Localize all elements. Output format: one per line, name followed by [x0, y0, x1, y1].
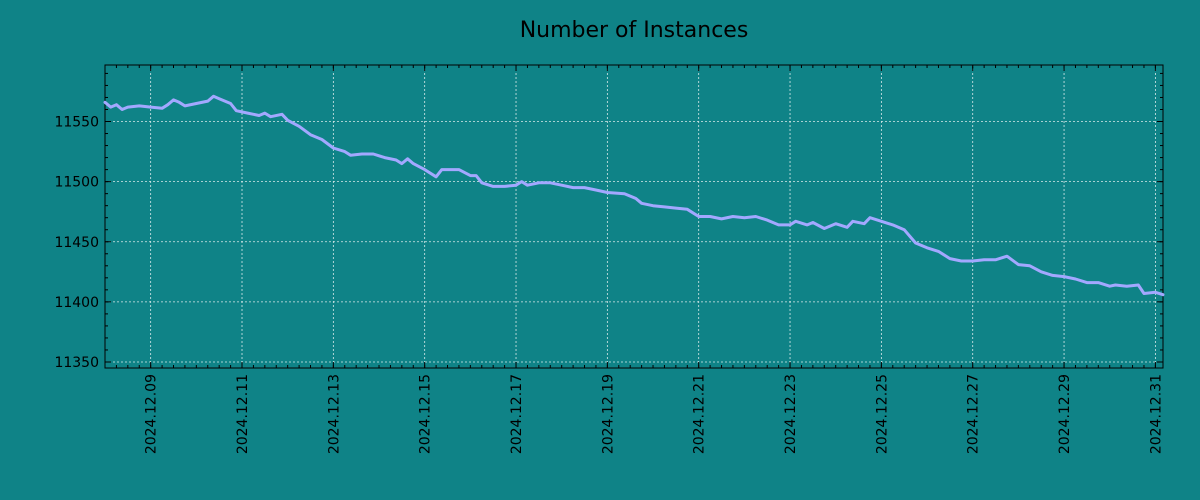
y-tick-label: 11550 — [54, 115, 99, 131]
x-tick-label: 2024.12.19 — [600, 374, 616, 454]
x-tick-labels: 2024.12.09 2024.12.11 2024.12.13 2024.12.15… — [144, 374, 1165, 454]
y-tick-label: 11350 — [54, 355, 99, 371]
chart-title: Number of Instances — [520, 18, 749, 43]
x-tick-label: 2024.12.17 — [509, 374, 525, 454]
y-tick-label: 11400 — [54, 295, 99, 311]
y-tick-labels: 11350 11400 11450 11500 11550 — [54, 115, 99, 371]
x-tick-label: 2024.12.11 — [235, 374, 251, 454]
x-tick-label: 2024.12.21 — [692, 374, 708, 454]
x-tick-label: 2024.12.29 — [1057, 374, 1073, 454]
series-layer — [103, 94, 1165, 297]
x-tick-label: 2024.12.23 — [783, 374, 799, 454]
plot-frame — [104, 64, 1164, 369]
x-tick-label: 2024.12.25 — [874, 374, 890, 454]
y-tick-label: 11450 — [54, 235, 99, 251]
x-tick-label: 2024.12.13 — [326, 374, 342, 454]
x-tick-label: 2024.12.15 — [418, 374, 434, 454]
series-line — [103, 94, 1165, 297]
x-tick-label: 2024.12.27 — [966, 374, 982, 454]
grid-lines — [105, 65, 1163, 368]
x-tick-label: 2024.12.31 — [1148, 374, 1164, 454]
axis-ticks — [104, 65, 1163, 368]
x-tick-label: 2024.12.09 — [144, 374, 160, 454]
y-tick-label: 11500 — [54, 175, 99, 191]
